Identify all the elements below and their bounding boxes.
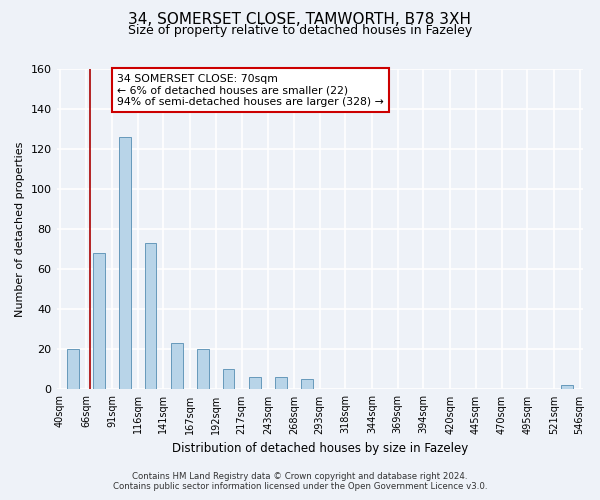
Bar	[301, 380, 313, 390]
Text: Size of property relative to detached houses in Fazeley: Size of property relative to detached ho…	[128, 24, 472, 37]
Text: 34, SOMERSET CLOSE, TAMWORTH, B78 3XH: 34, SOMERSET CLOSE, TAMWORTH, B78 3XH	[128, 12, 472, 28]
X-axis label: Distribution of detached houses by size in Fazeley: Distribution of detached houses by size …	[172, 442, 468, 455]
Bar	[94, 253, 105, 390]
Bar	[275, 378, 287, 390]
Bar	[223, 370, 235, 390]
Bar	[171, 344, 183, 390]
Y-axis label: Number of detached properties: Number of detached properties	[15, 142, 25, 317]
Bar	[119, 137, 131, 390]
Bar	[249, 378, 261, 390]
Bar	[67, 350, 79, 390]
Bar	[561, 386, 572, 390]
Bar	[145, 243, 157, 390]
Text: 34 SOMERSET CLOSE: 70sqm
← 6% of detached houses are smaller (22)
94% of semi-de: 34 SOMERSET CLOSE: 70sqm ← 6% of detache…	[117, 74, 384, 107]
Text: Contains HM Land Registry data © Crown copyright and database right 2024.
Contai: Contains HM Land Registry data © Crown c…	[113, 472, 487, 491]
Bar	[197, 350, 209, 390]
